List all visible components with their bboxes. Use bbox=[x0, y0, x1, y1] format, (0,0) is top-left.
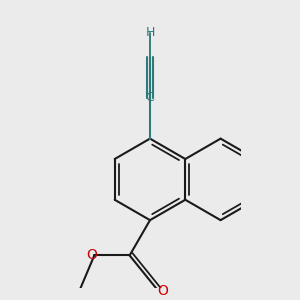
Text: H: H bbox=[145, 26, 155, 39]
Text: O: O bbox=[157, 284, 168, 298]
Text: C: C bbox=[146, 92, 154, 104]
Text: O: O bbox=[87, 248, 98, 262]
